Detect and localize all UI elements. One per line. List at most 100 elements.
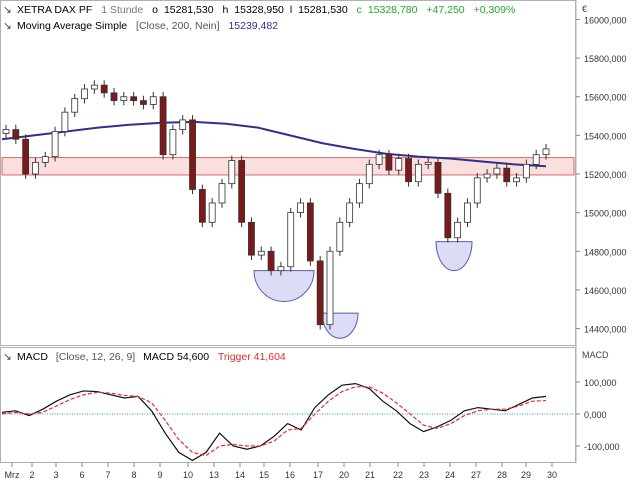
candle-body bbox=[346, 202, 354, 223]
price-tick-label: 15800,000 bbox=[584, 54, 627, 64]
candle-body bbox=[90, 84, 98, 90]
x-tick-label: 28 bbox=[497, 470, 507, 480]
svg-text:Moving Average Simple [C: Moving Average Simple [Close, 200, Nein]… bbox=[17, 20, 278, 32]
candle-body bbox=[375, 154, 383, 165]
candle-body bbox=[189, 119, 196, 190]
legend-collapse-icon[interactable]: ↘ bbox=[3, 4, 12, 16]
macd-tick-label: -100,000 bbox=[584, 442, 620, 452]
candle-body bbox=[257, 250, 265, 256]
x-tick-label: 24 bbox=[445, 470, 455, 480]
moving-average-line bbox=[1, 120, 547, 168]
trough-arc bbox=[253, 270, 315, 302]
candle-body bbox=[32, 162, 39, 175]
macd-panel-frame bbox=[0, 347, 576, 463]
close-value: 15328,780 bbox=[368, 4, 418, 16]
price-tick-label: 15600,000 bbox=[584, 93, 627, 103]
candle-body bbox=[100, 84, 108, 94]
macd-label: MACD bbox=[17, 351, 48, 363]
x-tick-label: 29 bbox=[521, 470, 531, 480]
x-tick-label: 2 bbox=[29, 470, 34, 480]
price-tick-label: 14600,000 bbox=[584, 286, 627, 296]
price-tick-label: 14800,000 bbox=[584, 247, 627, 257]
candle-body bbox=[2, 129, 10, 134]
x-tick-label: 22 bbox=[393, 470, 403, 480]
low-value: 15281,530 bbox=[298, 4, 348, 16]
x-tick-label: 30 bbox=[547, 470, 557, 480]
x-tick-label: 10 bbox=[183, 470, 193, 480]
x-tick-label: 9 bbox=[157, 470, 162, 480]
svg-text:XETRA DAX PF 1 Stunde: XETRA DAX PF 1 Stunde o 15281,530 h 1532… bbox=[17, 4, 515, 16]
candle-body bbox=[179, 119, 187, 130]
candle-body bbox=[503, 167, 511, 183]
candle-body bbox=[316, 260, 324, 326]
candle-body bbox=[434, 162, 442, 194]
price-tick-label: 16000,000 bbox=[584, 15, 627, 25]
price-tick-label: 15000,000 bbox=[584, 209, 627, 219]
candle-body bbox=[454, 221, 462, 239]
x-tick-label: 23 bbox=[419, 470, 429, 480]
macd-params: [Close, 12, 26, 9] bbox=[56, 351, 135, 363]
candle-body bbox=[532, 154, 540, 165]
candle-body bbox=[356, 183, 363, 204]
candle-body bbox=[198, 189, 206, 223]
candle-body bbox=[248, 221, 255, 256]
ma-collapse-icon[interactable]: ↘ bbox=[3, 20, 12, 32]
candle-body bbox=[12, 129, 20, 140]
ma-value: 15239,482 bbox=[228, 20, 278, 32]
candle-body bbox=[238, 160, 246, 223]
candle-body bbox=[395, 158, 403, 171]
macd-tick-label: 0,000 bbox=[584, 410, 607, 420]
candle-body bbox=[464, 202, 471, 223]
candle-body bbox=[414, 163, 422, 183]
candle-body bbox=[218, 183, 226, 204]
candle-body bbox=[228, 160, 236, 185]
ma-params: [Close, 200, Nein] bbox=[136, 20, 220, 32]
high-value: 15328,950 bbox=[234, 4, 284, 16]
candle-body bbox=[326, 250, 334, 326]
trigger-value: Trigger 41,604 bbox=[218, 351, 286, 363]
price-legend: ↘ XETRA DAX PF 1 Stunde o 15281,530 h 15… bbox=[3, 4, 515, 32]
candle-body bbox=[267, 250, 275, 271]
candle-body bbox=[444, 192, 452, 239]
x-tick-label: 16 bbox=[285, 470, 295, 480]
candle-body bbox=[287, 212, 295, 268]
macd-axis-unit: MACD bbox=[582, 350, 609, 360]
price-tick-label: 14400,000 bbox=[584, 325, 627, 335]
candle-body bbox=[61, 111, 69, 132]
candle-body bbox=[22, 138, 30, 175]
candle-body bbox=[51, 131, 59, 158]
candle-body bbox=[110, 92, 118, 101]
candle-body bbox=[159, 96, 167, 156]
candle-body bbox=[405, 158, 412, 183]
candle-body bbox=[365, 163, 373, 185]
candle-body bbox=[208, 202, 216, 223]
trough-arc bbox=[435, 241, 473, 272]
candle-body bbox=[169, 129, 177, 156]
candle-body bbox=[120, 96, 128, 101]
x-tick-label: Mrz bbox=[5, 470, 20, 480]
candle-body bbox=[140, 100, 147, 105]
x-tick-label: 14 bbox=[235, 470, 245, 480]
macd-collapse-icon[interactable]: ↘ bbox=[3, 351, 12, 363]
open-label: o bbox=[152, 4, 158, 16]
candle-body bbox=[483, 173, 491, 179]
candle-body bbox=[542, 148, 550, 156]
candle-body bbox=[424, 162, 432, 165]
change-abs: +47,250 bbox=[426, 4, 464, 16]
candle-body bbox=[513, 177, 520, 183]
close-label: c bbox=[357, 4, 362, 16]
macd-value: MACD 54,600 bbox=[143, 351, 209, 363]
interval-label: 1 Stunde bbox=[101, 4, 143, 16]
candle-body bbox=[277, 266, 285, 271]
macd-tick-label: 100,000 bbox=[584, 378, 617, 388]
trigger-line bbox=[1, 386, 547, 457]
x-tick-label: 20 bbox=[339, 470, 349, 480]
candle-body bbox=[336, 221, 344, 252]
candle-body bbox=[81, 88, 88, 100]
change-pct: +0,309% bbox=[474, 4, 516, 16]
ma-label: Moving Average Simple bbox=[17, 20, 127, 32]
x-tick-label: 21 bbox=[365, 470, 375, 480]
candle-body bbox=[41, 156, 49, 163]
x-tick-label: 3 bbox=[53, 470, 58, 480]
